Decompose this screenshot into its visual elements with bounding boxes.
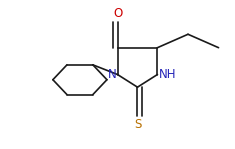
Text: NH: NH <box>159 68 176 81</box>
Text: N: N <box>108 68 117 81</box>
Text: O: O <box>113 7 122 20</box>
Text: S: S <box>134 118 141 131</box>
